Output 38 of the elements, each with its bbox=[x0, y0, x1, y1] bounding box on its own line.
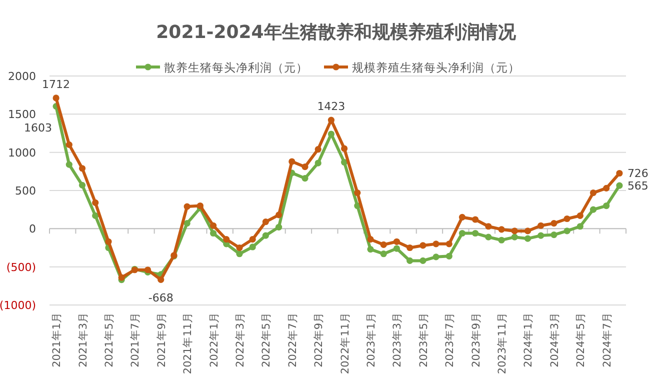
y-tick-label: (1000) bbox=[0, 299, 36, 312]
y-tick-label: (500) bbox=[6, 260, 36, 274]
x-tick-label: 2023年11月 bbox=[496, 312, 509, 374]
x-tick-label: 2024年5月 bbox=[575, 312, 588, 368]
x-tick-label: 2022年5月 bbox=[260, 312, 273, 368]
y-tick-label: 0 bbox=[29, 222, 36, 236]
x-tick-label: 2024年3月 bbox=[548, 312, 561, 368]
x-tick-label: 2022年11月 bbox=[339, 312, 352, 374]
x-tick-label: 2021年1月 bbox=[51, 312, 64, 368]
legend-label: 散养生猪每头净利润（元） bbox=[164, 60, 308, 74]
y-tick-label: 2000 bbox=[8, 70, 36, 83]
data-label: 565 bbox=[627, 180, 648, 193]
x-tick-label: 2021年7月 bbox=[130, 312, 142, 368]
x-tick-label: 2024年7月 bbox=[601, 312, 614, 368]
x-tick-label: 2021年9月 bbox=[156, 312, 168, 368]
x-tick-label: 2023年3月 bbox=[392, 312, 404, 368]
y-tick-label: 1000 bbox=[8, 146, 36, 160]
x-tick-label: 2023年7月 bbox=[444, 312, 456, 368]
data-label: 1603 bbox=[24, 121, 52, 134]
x-tick-label: 2023年1月 bbox=[366, 312, 378, 368]
x-tick-label: 2023年5月 bbox=[418, 312, 430, 368]
x-tick-label: 2023年9月 bbox=[470, 312, 482, 368]
data-label: -668 bbox=[148, 292, 174, 305]
legend-label: 规模养殖生猪每头净利润（元） bbox=[352, 60, 520, 74]
x-tick-label: 2021年5月 bbox=[103, 312, 116, 368]
x-tick-label: 2022年3月 bbox=[234, 312, 246, 368]
y-tick-label: 1500 bbox=[8, 108, 36, 122]
x-tick-label: 2024年1月 bbox=[522, 312, 535, 368]
data-label: 1712 bbox=[42, 78, 70, 91]
data-label: 1423 bbox=[317, 100, 346, 114]
chart-title: 2021-2024年生猪散养和规模养殖利润情况 bbox=[156, 22, 517, 43]
x-tick-label: 2022年1月 bbox=[208, 312, 220, 368]
x-tick-label: 2022年9月 bbox=[313, 312, 326, 368]
y-tick-label: 500 bbox=[15, 184, 36, 198]
x-tick-label: 2021年3月 bbox=[77, 312, 90, 368]
x-tick-label: 2022年7月 bbox=[286, 312, 299, 368]
x-tick-label: 2021年11月 bbox=[182, 312, 194, 374]
data-label: 726 bbox=[627, 167, 648, 180]
